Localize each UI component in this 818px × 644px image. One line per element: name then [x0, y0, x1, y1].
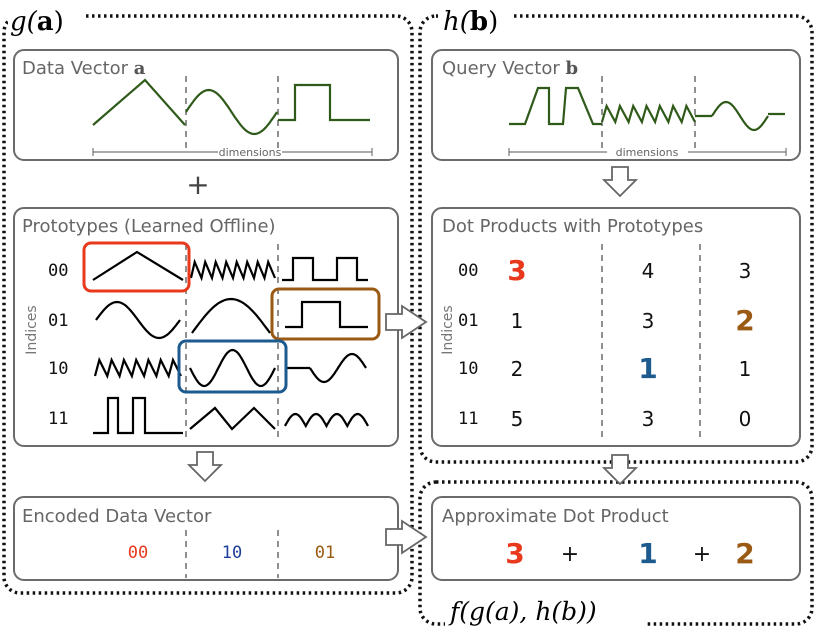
- down-arrow-icon: [601, 166, 639, 198]
- prototype-wave: [189, 258, 277, 282]
- dot-product-cell: 2: [511, 357, 524, 381]
- plus-sign: +: [186, 168, 209, 201]
- index-label: 01: [458, 311, 478, 331]
- highlight-blue: [177, 339, 288, 394]
- approx-term-red: 3: [505, 537, 524, 570]
- plus-sign: +: [693, 542, 711, 567]
- data-triangle-wave: [92, 78, 186, 126]
- down-arrow-icon: [601, 454, 639, 486]
- dot-product-selected: 1: [638, 352, 657, 385]
- prototype-wave: [284, 412, 369, 429]
- dot-products-title: Dot Products with Prototypes: [442, 216, 703, 237]
- prototypes-title: Prototypes (Learned Offline): [22, 216, 276, 237]
- dot-product-cell: 3: [642, 309, 655, 333]
- query-vector-panel: Query Vector b dimensions: [431, 49, 801, 161]
- dot-product-cell: 4: [642, 259, 655, 283]
- index-label: 10: [48, 359, 68, 379]
- approx-term-brown: 2: [735, 537, 754, 570]
- f-group-border: [418, 480, 814, 626]
- prototype-wave: [189, 348, 276, 388]
- code-red: 00: [128, 543, 148, 563]
- dot-product-cell: 5: [511, 407, 524, 431]
- query-saw-wave: [600, 103, 696, 125]
- down-arrow-icon: [186, 451, 224, 483]
- code-blue: 10: [222, 543, 242, 563]
- index-label: 11: [48, 409, 68, 429]
- encoded-title: Encoded Data Vector: [22, 506, 212, 527]
- prototype-wave: [93, 396, 183, 435]
- dot-product-selected: 3: [507, 254, 526, 287]
- dimensions-label: dimensions: [219, 146, 282, 159]
- plus-sign: +: [561, 542, 579, 567]
- query-pulse-wave: [509, 86, 602, 126]
- dimensions-label: dimensions: [616, 146, 679, 159]
- prototype-wave: [93, 356, 182, 380]
- dot-products-panel: Dot Products with Prototypes Indices 00 3…: [431, 207, 801, 447]
- prototype-wave: [92, 250, 184, 281]
- prototype-wave: [95, 300, 181, 340]
- f-group-title: f(g(a), h(b)): [448, 597, 597, 626]
- prototype-wave: [282, 256, 368, 282]
- dot-product-cell: 1: [739, 357, 752, 381]
- dot-product-cell: 0: [739, 407, 752, 431]
- data-vector-panel: Data Vector a dimensions: [13, 49, 399, 161]
- dot-product-cell: 3: [739, 259, 752, 283]
- index-label: 01: [48, 311, 68, 331]
- h-group-title: h(b): [443, 7, 498, 37]
- data-vector-title: Data Vector a: [22, 58, 146, 79]
- prototype-wave: [191, 297, 271, 334]
- right-arrow-icon: [385, 304, 428, 340]
- prototypes-panel: Prototypes (Learned Offline) Indices 00 …: [13, 207, 399, 447]
- data-square-wave: [278, 83, 370, 122]
- dot-product-cell: 3: [642, 407, 655, 431]
- code-brown: 01: [315, 543, 335, 563]
- query-vector-title: Query Vector b: [442, 58, 578, 79]
- approx-panel: Approximate Dot Product 3 + 1 + 2: [431, 496, 801, 581]
- g-group-border: [2, 14, 414, 595]
- dot-product-selected: 2: [735, 304, 754, 337]
- index-label: 00: [48, 261, 68, 281]
- index-label: 10: [458, 359, 478, 379]
- g-group-title: g(a): [10, 7, 64, 37]
- index-label: 11: [458, 409, 478, 429]
- data-sine-wave: [185, 88, 278, 136]
- indices-axis-label: Indices: [440, 305, 456, 354]
- dot-product-cell: 1: [511, 309, 524, 333]
- index-label: 00: [458, 261, 478, 281]
- highlight-red: [82, 241, 191, 293]
- query-sine-wave: [711, 100, 769, 132]
- right-arrow-icon: [385, 519, 428, 555]
- highlight-brown: [270, 287, 381, 341]
- prototype-wave: [285, 300, 368, 329]
- approx-title: Approximate Dot Product: [442, 506, 669, 527]
- indices-axis-label: Indices: [24, 305, 40, 354]
- approx-term-blue: 1: [638, 537, 657, 570]
- encoded-panel: Encoded Data Vector 00 10 01: [13, 496, 399, 581]
- prototype-wave: [309, 352, 367, 384]
- prototype-wave: [189, 406, 276, 431]
